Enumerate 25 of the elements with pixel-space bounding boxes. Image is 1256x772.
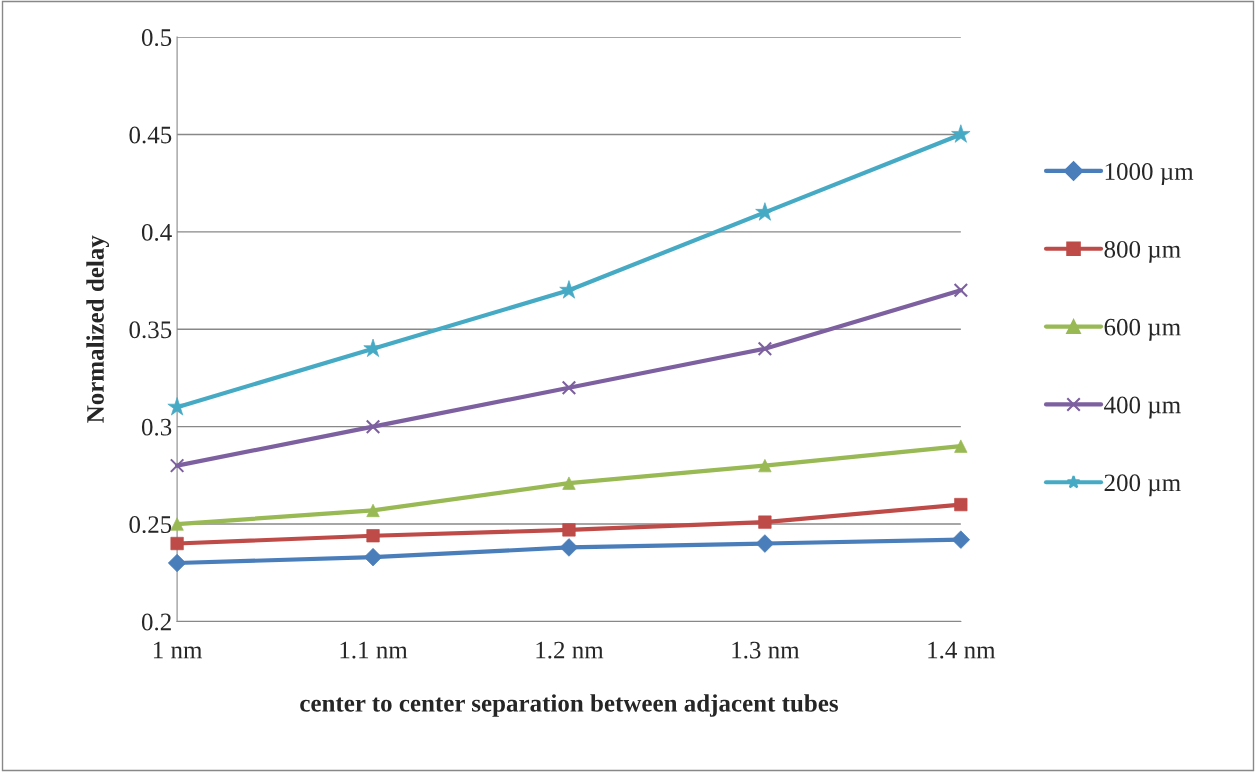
y-tick-label: 0.2	[141, 613, 171, 631]
y-tick-label: 0.45	[129, 126, 172, 144]
y-tick-label: 0.4	[141, 223, 172, 241]
legend-label: 600 µm	[1104, 318, 1181, 341]
x-tick-label: 1.4 nm	[928, 641, 996, 659]
point	[953, 283, 969, 298]
x-tick-label: 1.2 nm	[536, 641, 604, 659]
legend-label: 800 µm	[1104, 240, 1181, 263]
point	[757, 341, 773, 357]
y-axis-title: Normalized delay	[86, 235, 110, 423]
point	[365, 419, 381, 434]
legend-label: 400 µm	[1104, 396, 1181, 419]
y-tick-label: 0.3	[141, 418, 172, 436]
y-tick-label: 0.5	[141, 29, 172, 47]
legend-label: 1000 µm	[1105, 163, 1194, 186]
y-tick-label: 0.25	[129, 516, 172, 534]
legend-label: 200 µm	[1104, 474, 1181, 497]
x-tick-label: 1.3 nm	[732, 641, 800, 659]
x-tick-label: 1.1 nm	[340, 641, 408, 659]
point	[561, 380, 577, 395]
y-tick-label: 0.35	[129, 321, 172, 339]
point	[169, 458, 185, 473]
x-axis-title: center to center separation between adjacent tubes	[300, 694, 838, 717]
point	[366, 529, 380, 543]
x-tick-label: 1 nm	[153, 641, 203, 659]
